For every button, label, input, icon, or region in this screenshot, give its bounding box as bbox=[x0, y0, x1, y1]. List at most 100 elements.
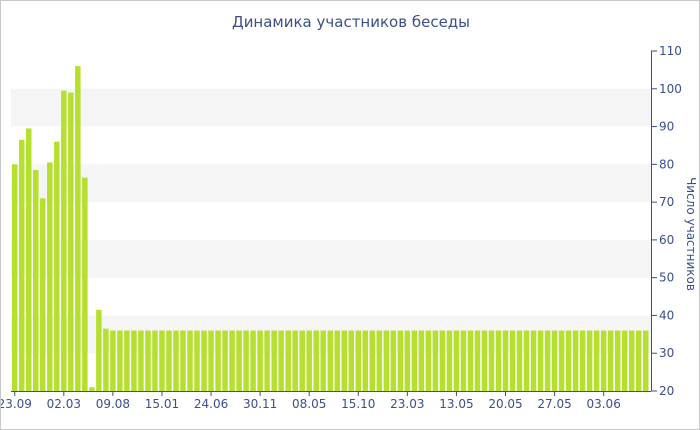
bars bbox=[12, 66, 649, 392]
bar bbox=[558, 330, 565, 391]
bar bbox=[397, 330, 404, 391]
bar bbox=[131, 330, 137, 391]
bar bbox=[12, 164, 18, 391]
bar bbox=[537, 330, 544, 391]
bar bbox=[117, 330, 123, 391]
bar bbox=[572, 330, 579, 391]
grid-band bbox=[11, 239, 651, 278]
bar bbox=[201, 330, 207, 391]
bar bbox=[159, 330, 165, 391]
bar bbox=[313, 330, 319, 391]
y-axis-title: Число участников bbox=[684, 177, 698, 291]
bar bbox=[621, 330, 628, 391]
bar bbox=[488, 330, 495, 391]
x-tick-label: 02.03 bbox=[47, 397, 81, 411]
bar bbox=[481, 330, 488, 391]
chart-title: Динамика участников беседы bbox=[231, 13, 471, 31]
bar bbox=[334, 330, 340, 391]
bar bbox=[110, 330, 116, 391]
x-tick-label: 03.06 bbox=[586, 397, 620, 411]
bar bbox=[411, 330, 418, 391]
bar bbox=[89, 387, 95, 391]
bar bbox=[292, 330, 298, 391]
bar bbox=[40, 198, 46, 391]
x-tick-label: 24.06 bbox=[194, 397, 228, 411]
y-tick-label: 40 bbox=[659, 308, 674, 322]
bar bbox=[607, 330, 614, 391]
bar bbox=[19, 139, 25, 391]
bar bbox=[635, 330, 642, 391]
bar bbox=[418, 330, 425, 391]
bar bbox=[152, 330, 158, 391]
bar bbox=[376, 330, 383, 391]
x-tick-label: 30.11 bbox=[243, 397, 277, 411]
y-axis: 20 30 40 50 60 70 80 90 100 110 bbox=[651, 44, 682, 398]
bar bbox=[250, 330, 256, 391]
bar bbox=[383, 330, 390, 391]
y-tick-label: 90 bbox=[659, 120, 674, 134]
grid-band bbox=[11, 88, 651, 127]
bar bbox=[509, 330, 516, 391]
bar bbox=[47, 162, 53, 391]
bar bbox=[369, 330, 376, 391]
bar bbox=[222, 330, 228, 391]
bar bbox=[124, 330, 130, 391]
bar bbox=[96, 309, 102, 391]
bar bbox=[516, 330, 523, 391]
bar bbox=[523, 330, 530, 391]
y-tick-label: 80 bbox=[659, 157, 674, 171]
bar bbox=[33, 170, 39, 391]
bar bbox=[278, 330, 284, 391]
bar bbox=[264, 330, 270, 391]
bar bbox=[187, 330, 193, 391]
bar bbox=[348, 330, 354, 391]
y-tick-label: 20 bbox=[659, 384, 674, 398]
y-tick-label: 60 bbox=[659, 233, 674, 247]
bar bbox=[327, 330, 333, 391]
x-tick-label: 15.01 bbox=[145, 397, 179, 411]
x-tick-label: 13.05 bbox=[439, 397, 473, 411]
bar bbox=[173, 330, 179, 391]
x-tick-label: 23.03 bbox=[390, 397, 424, 411]
bar bbox=[68, 92, 74, 391]
bar bbox=[229, 330, 235, 391]
bar bbox=[460, 330, 467, 391]
bar bbox=[320, 330, 326, 391]
bar bbox=[180, 330, 186, 391]
bar bbox=[502, 330, 509, 391]
y-tick-label: 70 bbox=[659, 195, 674, 209]
bar bbox=[215, 330, 221, 391]
bar bbox=[236, 330, 242, 391]
bar bbox=[390, 330, 397, 391]
bar bbox=[285, 330, 291, 391]
bar bbox=[145, 330, 151, 391]
bar bbox=[257, 330, 263, 391]
bar bbox=[306, 330, 312, 391]
bar bbox=[586, 330, 593, 391]
bar bbox=[439, 330, 446, 391]
bar bbox=[194, 330, 200, 391]
grid-bands bbox=[11, 88, 651, 354]
x-tick-label: 08.05 bbox=[292, 397, 326, 411]
x-tick-label: 20.05 bbox=[488, 397, 522, 411]
bar bbox=[61, 90, 67, 392]
bar bbox=[299, 330, 305, 391]
bar bbox=[355, 330, 362, 391]
bar bbox=[614, 330, 621, 391]
bar bbox=[26, 128, 32, 391]
x-tick-label: 23.09 bbox=[1, 397, 32, 411]
bar bbox=[453, 330, 460, 391]
bar bbox=[138, 330, 144, 391]
bar bbox=[404, 330, 411, 391]
bar bbox=[530, 330, 537, 391]
bar bbox=[593, 330, 600, 391]
bar bbox=[474, 330, 481, 391]
bar bbox=[495, 330, 502, 391]
x-tick-label: 15.10 bbox=[341, 397, 375, 411]
bar bbox=[565, 330, 572, 391]
y-tick-label: 100 bbox=[659, 82, 682, 96]
x-tick-label: 27.05 bbox=[537, 397, 571, 411]
bar bbox=[579, 330, 586, 391]
bar bbox=[642, 330, 649, 391]
